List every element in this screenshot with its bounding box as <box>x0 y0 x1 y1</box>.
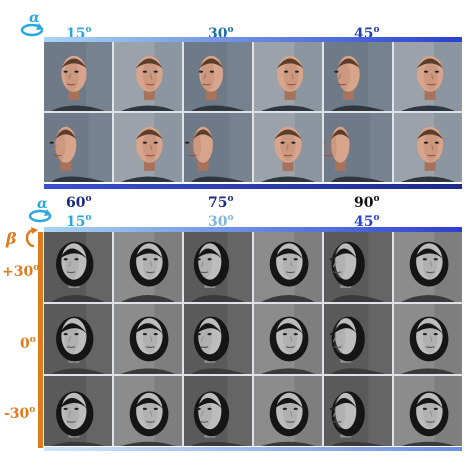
pitch-label-plus30: +30o <box>2 263 40 280</box>
male-face-image <box>254 113 322 182</box>
female-face-image <box>114 304 182 374</box>
female-face-image <box>184 304 252 374</box>
female-face-image <box>254 304 322 374</box>
female-face-image <box>114 232 182 302</box>
bottom-gradient-bar-bottom <box>44 447 462 451</box>
female-face-image <box>44 232 112 302</box>
male-face-image <box>114 113 182 182</box>
bottom-gradient-bar <box>44 227 462 232</box>
female-face-image <box>254 232 322 302</box>
male-face-image <box>184 42 252 111</box>
male-face-image <box>254 42 322 111</box>
male-face-image <box>394 113 462 182</box>
yaw-label-60: 60o <box>66 194 92 211</box>
male-face-image <box>184 113 252 182</box>
female-face-image <box>324 304 392 374</box>
beta-symbol: β <box>5 229 17 248</box>
top-gradient-bar <box>44 37 462 42</box>
female-face-image <box>44 304 112 374</box>
pitch-rotation-icon: β <box>4 226 40 250</box>
female-face-image <box>394 304 462 374</box>
female-face-image <box>184 376 252 446</box>
female-face-image <box>254 376 322 446</box>
pitch-label-0: 0o <box>20 335 36 352</box>
male-face-image <box>324 42 392 111</box>
pitch-axis-bar <box>38 232 43 448</box>
female-face-image <box>184 232 252 302</box>
female-face-image <box>44 376 112 446</box>
female-face-image <box>324 232 392 302</box>
male-face-image <box>324 113 392 182</box>
male-face-image <box>394 42 462 111</box>
male-face-image <box>114 42 182 111</box>
yaw-label-30-bottom: 30o <box>208 213 234 230</box>
yaw-label-45-bottom: 45o <box>354 213 380 230</box>
female-face-image <box>114 376 182 446</box>
male-face-image <box>44 113 112 182</box>
bottom-face-grid <box>44 232 462 446</box>
male-face-image <box>44 42 112 111</box>
top-face-grid <box>44 42 462 182</box>
alpha-symbol-bottom: α <box>37 196 48 212</box>
pitch-label-minus30: -30o <box>4 405 36 422</box>
female-face-image <box>394 232 462 302</box>
alpha-symbol: α <box>29 10 40 26</box>
yaw-rotation-icon: α <box>20 10 44 40</box>
top-gradient-bar-bottom <box>44 184 462 189</box>
yaw-label-15-bottom: 15o <box>66 213 92 230</box>
female-face-image <box>394 376 462 446</box>
female-face-image <box>324 376 392 446</box>
yaw-label-75: 75o <box>208 194 234 211</box>
yaw-rotation-icon-bottom: α <box>28 196 52 226</box>
yaw-label-90: 90o <box>354 194 380 211</box>
